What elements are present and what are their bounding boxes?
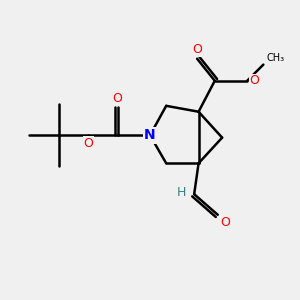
Text: O: O <box>250 74 260 87</box>
Text: O: O <box>192 44 202 56</box>
Text: O: O <box>221 216 230 229</box>
Text: O: O <box>113 92 122 105</box>
Text: N: N <box>144 128 156 142</box>
Text: O: O <box>83 137 93 150</box>
Text: CH₃: CH₃ <box>266 53 284 63</box>
Text: H: H <box>176 186 186 199</box>
